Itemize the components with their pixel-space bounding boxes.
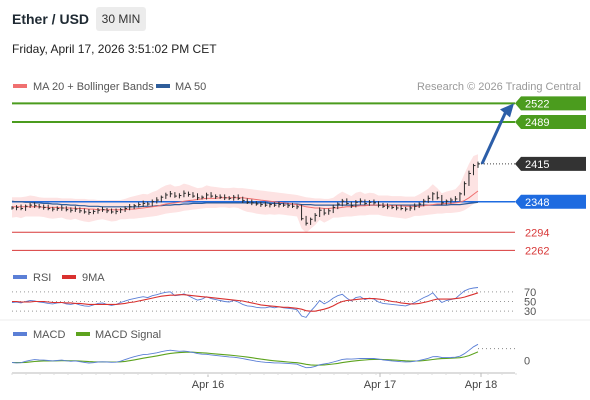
macd-line	[11, 343, 479, 369]
rsi-ma-line	[12, 292, 479, 312]
timeframe-button[interactable]: 30 MIN	[96, 7, 146, 31]
macd-signal-legend-swatch	[76, 332, 90, 336]
x-tick-label: Apr 18	[465, 379, 497, 391]
rsi-tick-30: 30	[524, 306, 536, 318]
x-tick-label: Apr 17	[364, 379, 396, 391]
level-label-2294: 2294	[525, 227, 549, 239]
symbol-title: Ether / USD	[12, 11, 90, 27]
level-label-2522: 2522	[525, 98, 549, 110]
level-tag-2415	[515, 156, 586, 171]
ma50-line	[11, 200, 479, 208]
rsi-tick-70: 70	[524, 287, 536, 299]
level-tag-2522	[515, 96, 586, 111]
level-label-2415: 2415	[525, 159, 549, 171]
level-label-2262: 2262	[525, 245, 549, 257]
level-tag-2489	[515, 115, 586, 130]
ma20-legend-swatch	[13, 84, 27, 88]
rsi-ma-legend-label: 9MA	[82, 272, 105, 284]
rsi-line	[11, 287, 479, 318]
ma20-legend-label: MA 20 + Bollinger Bands	[33, 81, 154, 93]
level-label-2489: 2489	[525, 117, 549, 129]
source-note: Research © 2026 Trading Central	[417, 81, 581, 93]
chart-datetime: Friday, April 17, 2026 3:51:02 PM CET	[12, 42, 217, 56]
macd-signal-legend-label: MACD Signal	[95, 329, 161, 341]
macd-legend-label: MACD	[33, 329, 65, 341]
target-arrow-head	[500, 103, 514, 118]
ma20-line	[12, 190, 479, 211]
rsi-legend-label: RSI	[33, 272, 51, 284]
rsi-legend-swatch	[13, 275, 27, 279]
level-label-2348: 2348	[525, 197, 549, 209]
ma50-legend-swatch	[156, 84, 170, 88]
level-tag-2348	[515, 194, 586, 209]
rsi-tick-50: 50	[524, 297, 536, 309]
chart-header: Ether / USD 30 MIN	[0, 0, 590, 40]
macd-signal-line	[11, 351, 479, 366]
target-arrow-shaft	[480, 110, 508, 165]
macd-zero-label: 0	[524, 356, 530, 368]
x-tick-label: Apr 16	[192, 379, 224, 391]
rsi-ma-legend-swatch	[62, 275, 76, 279]
ma50-legend-label: MA 50	[175, 81, 206, 93]
bollinger-band	[12, 154, 478, 233]
macd-legend-swatch	[13, 332, 27, 336]
